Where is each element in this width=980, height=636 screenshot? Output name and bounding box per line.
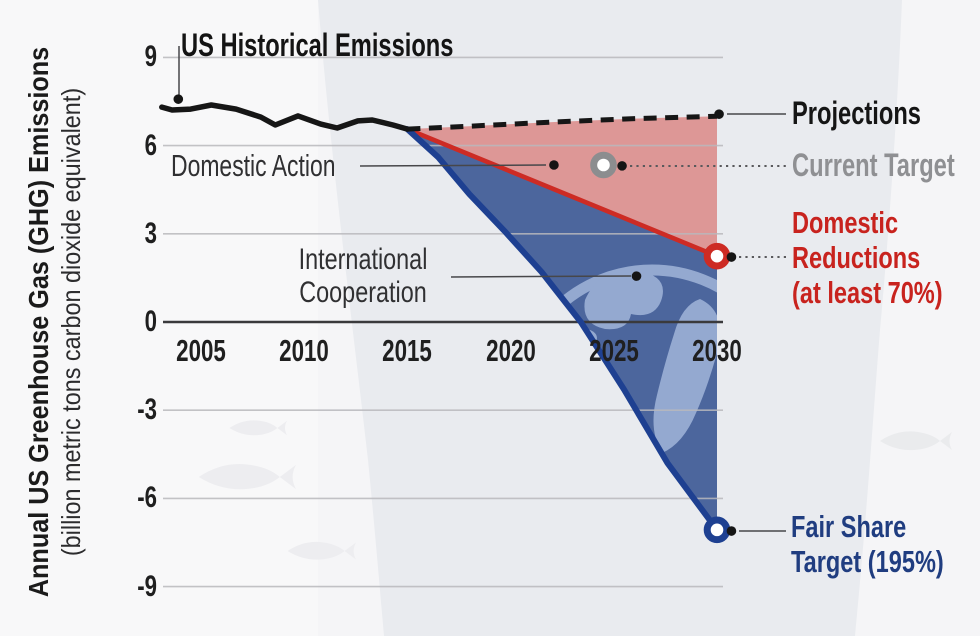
historical-emissions-line xyxy=(159,102,411,132)
domestic-action-dot xyxy=(549,160,559,170)
fish-icon xyxy=(229,420,287,436)
domestic-action-area xyxy=(407,116,717,257)
fair-share-marker xyxy=(703,516,731,544)
fish-icon xyxy=(880,431,952,451)
fish-watermarks xyxy=(198,420,952,560)
domestic-reductions-line xyxy=(405,126,720,259)
fish-icon xyxy=(287,541,356,560)
current-target-dot xyxy=(617,161,627,171)
globe-continent xyxy=(584,270,663,330)
historical-start-dot xyxy=(173,94,184,104)
current-target-marker xyxy=(590,151,617,179)
fish-icon xyxy=(198,464,296,490)
projection-end-dot xyxy=(714,109,724,119)
fair-share-line xyxy=(404,126,720,533)
domestic-action-leader xyxy=(359,164,547,167)
fair-share-dot xyxy=(726,526,737,536)
globe-continent xyxy=(619,457,661,487)
intl-cooperation-dot xyxy=(631,271,642,281)
globe-continent xyxy=(653,299,717,453)
domestic-reductions-dot xyxy=(726,252,737,262)
background-left-panel xyxy=(0,0,318,636)
international-cooperation-leader xyxy=(450,275,632,278)
international-cooperation-area xyxy=(407,129,717,530)
domestic-reductions-marker xyxy=(703,242,731,270)
